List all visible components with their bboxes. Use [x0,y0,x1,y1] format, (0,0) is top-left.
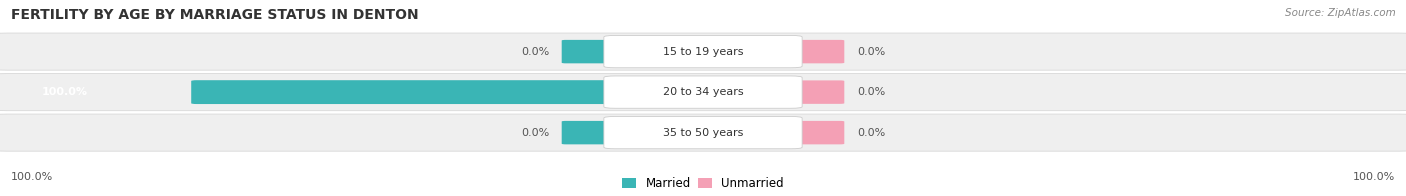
Text: 15 to 19 years: 15 to 19 years [662,47,744,57]
Text: FERTILITY BY AGE BY MARRIAGE STATUS IN DENTON: FERTILITY BY AGE BY MARRIAGE STATUS IN D… [11,8,419,22]
FancyBboxPatch shape [191,80,709,104]
FancyBboxPatch shape [0,74,1406,111]
Text: Source: ZipAtlas.com: Source: ZipAtlas.com [1285,8,1396,18]
Text: 0.0%: 0.0% [520,128,548,138]
Text: 100.0%: 100.0% [42,87,89,97]
FancyBboxPatch shape [605,76,801,108]
Legend: Married, Unmarried: Married, Unmarried [621,177,785,190]
Text: 100.0%: 100.0% [1353,172,1395,182]
FancyBboxPatch shape [562,121,619,144]
Text: 0.0%: 0.0% [858,128,886,138]
Text: 35 to 50 years: 35 to 50 years [662,128,744,138]
Text: 20 to 34 years: 20 to 34 years [662,87,744,97]
FancyBboxPatch shape [787,40,844,63]
Text: 0.0%: 0.0% [520,47,548,57]
FancyBboxPatch shape [605,35,801,68]
Text: 100.0%: 100.0% [11,172,53,182]
FancyBboxPatch shape [0,33,1406,70]
Text: 0.0%: 0.0% [858,87,886,97]
Text: 0.0%: 0.0% [858,47,886,57]
FancyBboxPatch shape [0,114,1406,151]
FancyBboxPatch shape [787,80,844,104]
FancyBboxPatch shape [562,40,619,63]
FancyBboxPatch shape [605,116,801,149]
FancyBboxPatch shape [787,121,844,144]
